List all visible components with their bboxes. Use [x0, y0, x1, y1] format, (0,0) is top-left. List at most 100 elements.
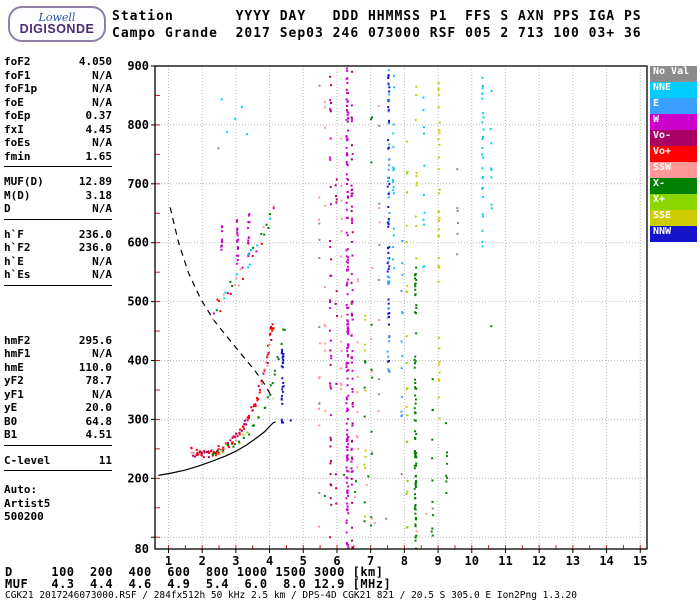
param-row: Auto:: [4, 483, 112, 497]
param-row: foF1p N/A: [4, 82, 112, 96]
param-label: yE: [4, 401, 18, 414]
header-column-titles: Station YYYY DAY DDD HHMMSS P1 FFS S AXN…: [112, 9, 642, 24]
logo-lowell-text: Lowell: [38, 10, 76, 24]
param-row: Artist5: [4, 497, 112, 511]
param-value: 11: [98, 453, 112, 467]
header-station-values: Campo Grande 2017 Sep03 246 073000 RSF 0…: [112, 26, 642, 41]
param-label: D: [4, 202, 11, 215]
param-label: h`F2: [4, 241, 31, 254]
param-value: N/A: [92, 68, 112, 82]
param-label: h`F: [4, 227, 24, 241]
param-label: h`Es: [4, 268, 31, 281]
legend-item-w: W: [650, 114, 697, 130]
param-value: N/A: [92, 387, 112, 401]
param-label: hmF2: [4, 333, 31, 347]
param-label: C-level: [4, 453, 51, 467]
param-row: h`F2 236.0: [4, 241, 112, 255]
legend-item-nne: NNE: [650, 82, 697, 98]
param-label: M(D): [4, 188, 31, 202]
logo-digisonde-text: DIGISONDE: [19, 22, 95, 37]
param-row: hmE 110.0: [4, 361, 112, 375]
param-label: foEp: [4, 109, 31, 122]
param-value: 4.050: [78, 55, 112, 68]
param-value: 295.6: [78, 333, 112, 347]
param-value: 4.51: [85, 428, 113, 441]
param-group: C-level 11: [4, 454, 112, 471]
param-row: foF2 4.050: [4, 55, 112, 69]
parameter-readout-panel: foF2 4.050 foF1 N/A foF1p N/A foE N/A foEp 0.37 fx…: [4, 55, 112, 535]
param-row: B0 64.8: [4, 415, 112, 429]
param-value: 1.65: [85, 149, 113, 163]
param-value: 110.0: [78, 360, 112, 374]
param-value: 4.45: [85, 122, 113, 136]
param-value: N/A: [92, 202, 112, 215]
legend-item-no-val: No Val: [650, 66, 697, 82]
param-label: yF2: [4, 374, 24, 387]
legend-item-x-: X-: [650, 178, 697, 194]
station-header: Station YYYY DAY DDD HHMMSS P1 FFS S AXN…: [112, 8, 642, 42]
param-label: MUF(D): [4, 175, 44, 188]
param-group: hmF2 295.6 hmF1 N/A hmE 110.0 yF2 78.7 yF1 N/A yE 2…: [4, 334, 112, 446]
param-value: N/A: [92, 82, 112, 95]
param-group: MUF(D) 12.89 M(D) 3.18 D N/A: [4, 175, 112, 220]
param-row: foEs N/A: [4, 136, 112, 150]
param-label: hmF1: [4, 347, 31, 360]
legend-item-vo-: Vo+: [650, 146, 697, 162]
param-row: h`Es N/A: [4, 268, 112, 282]
param-row: h`F 236.0: [4, 228, 112, 242]
doppler-color-legend: No Val NNE E W Vo- Vo+ SSW X- X+ SSE NNW: [650, 66, 697, 242]
param-label: Artist5: [4, 496, 51, 510]
param-label: fmin: [4, 149, 31, 163]
legend-item-sse: SSE: [650, 210, 697, 226]
param-value: N/A: [92, 347, 112, 360]
legend-item-x-: X+: [650, 194, 697, 210]
param-value: 236.0: [78, 241, 112, 254]
legend-item-e: E: [650, 98, 697, 114]
param-label: B0: [4, 414, 18, 428]
param-label: foF2: [4, 55, 31, 68]
param-label: foF1p: [4, 82, 38, 95]
param-row: D N/A: [4, 202, 112, 216]
param-label: yF1: [4, 387, 24, 401]
param-label: B1: [4, 428, 18, 441]
param-value: N/A: [92, 254, 112, 268]
legend-item-ssw: SSW: [650, 162, 697, 178]
param-row: yE 20.0: [4, 401, 112, 415]
legend-item-nnw: NNW: [650, 226, 697, 242]
distance-row: D 100 200 400 600 800 1000 1500 3000 [km…: [5, 565, 384, 579]
param-value: N/A: [92, 95, 112, 109]
file-status-line: CGK21_2017246073000.RSF / 284fx512h 50 k…: [5, 590, 577, 600]
param-row: fxI 4.45: [4, 123, 112, 137]
param-row: hmF1 N/A: [4, 347, 112, 361]
param-row: foE N/A: [4, 96, 112, 110]
param-label: Auto:: [4, 483, 38, 496]
param-row: foF1 N/A: [4, 69, 112, 83]
param-value: 12.89: [78, 175, 112, 188]
param-row: 500200: [4, 510, 112, 524]
param-value: 64.8: [85, 414, 113, 428]
param-row: yF2 78.7: [4, 374, 112, 388]
param-group: h`F 236.0 h`F2 236.0 h`E N/A h`Es N/A: [4, 228, 112, 286]
param-row: MUF(D) 12.89: [4, 175, 112, 189]
param-row: yF1 N/A: [4, 388, 112, 402]
lowell-digisonde-logo: Lowell DIGISONDE: [8, 6, 106, 42]
param-row: hmF2 295.6: [4, 334, 112, 348]
param-label: foEs: [4, 136, 31, 149]
param-value: N/A: [92, 268, 112, 281]
param-value: 20.0: [85, 401, 113, 414]
param-label: foF1: [4, 68, 31, 82]
param-value: 78.7: [85, 374, 113, 387]
muf-row: MUF 4.3 4.4 4.6 4.9 5.4 6.0 8.0 12.9 [MH…: [5, 577, 392, 591]
param-row: M(D) 3.18: [4, 189, 112, 203]
param-group: foF2 4.050 foF1 N/A foF1p N/A foE N/A foEp 0.37 fx…: [4, 55, 112, 167]
param-group: Auto: Artist5 500200: [4, 483, 112, 527]
distance-muf-table: D 100 200 400 600 800 1000 1500 3000 [km…: [5, 566, 391, 590]
param-row: h`E N/A: [4, 255, 112, 269]
param-value: 3.18: [85, 188, 113, 202]
param-row: C-level 11: [4, 454, 112, 468]
legend-item-vo-: Vo-: [650, 130, 697, 146]
param-label: fxI: [4, 122, 24, 136]
param-label: foE: [4, 95, 24, 109]
param-value: N/A: [92, 136, 112, 149]
